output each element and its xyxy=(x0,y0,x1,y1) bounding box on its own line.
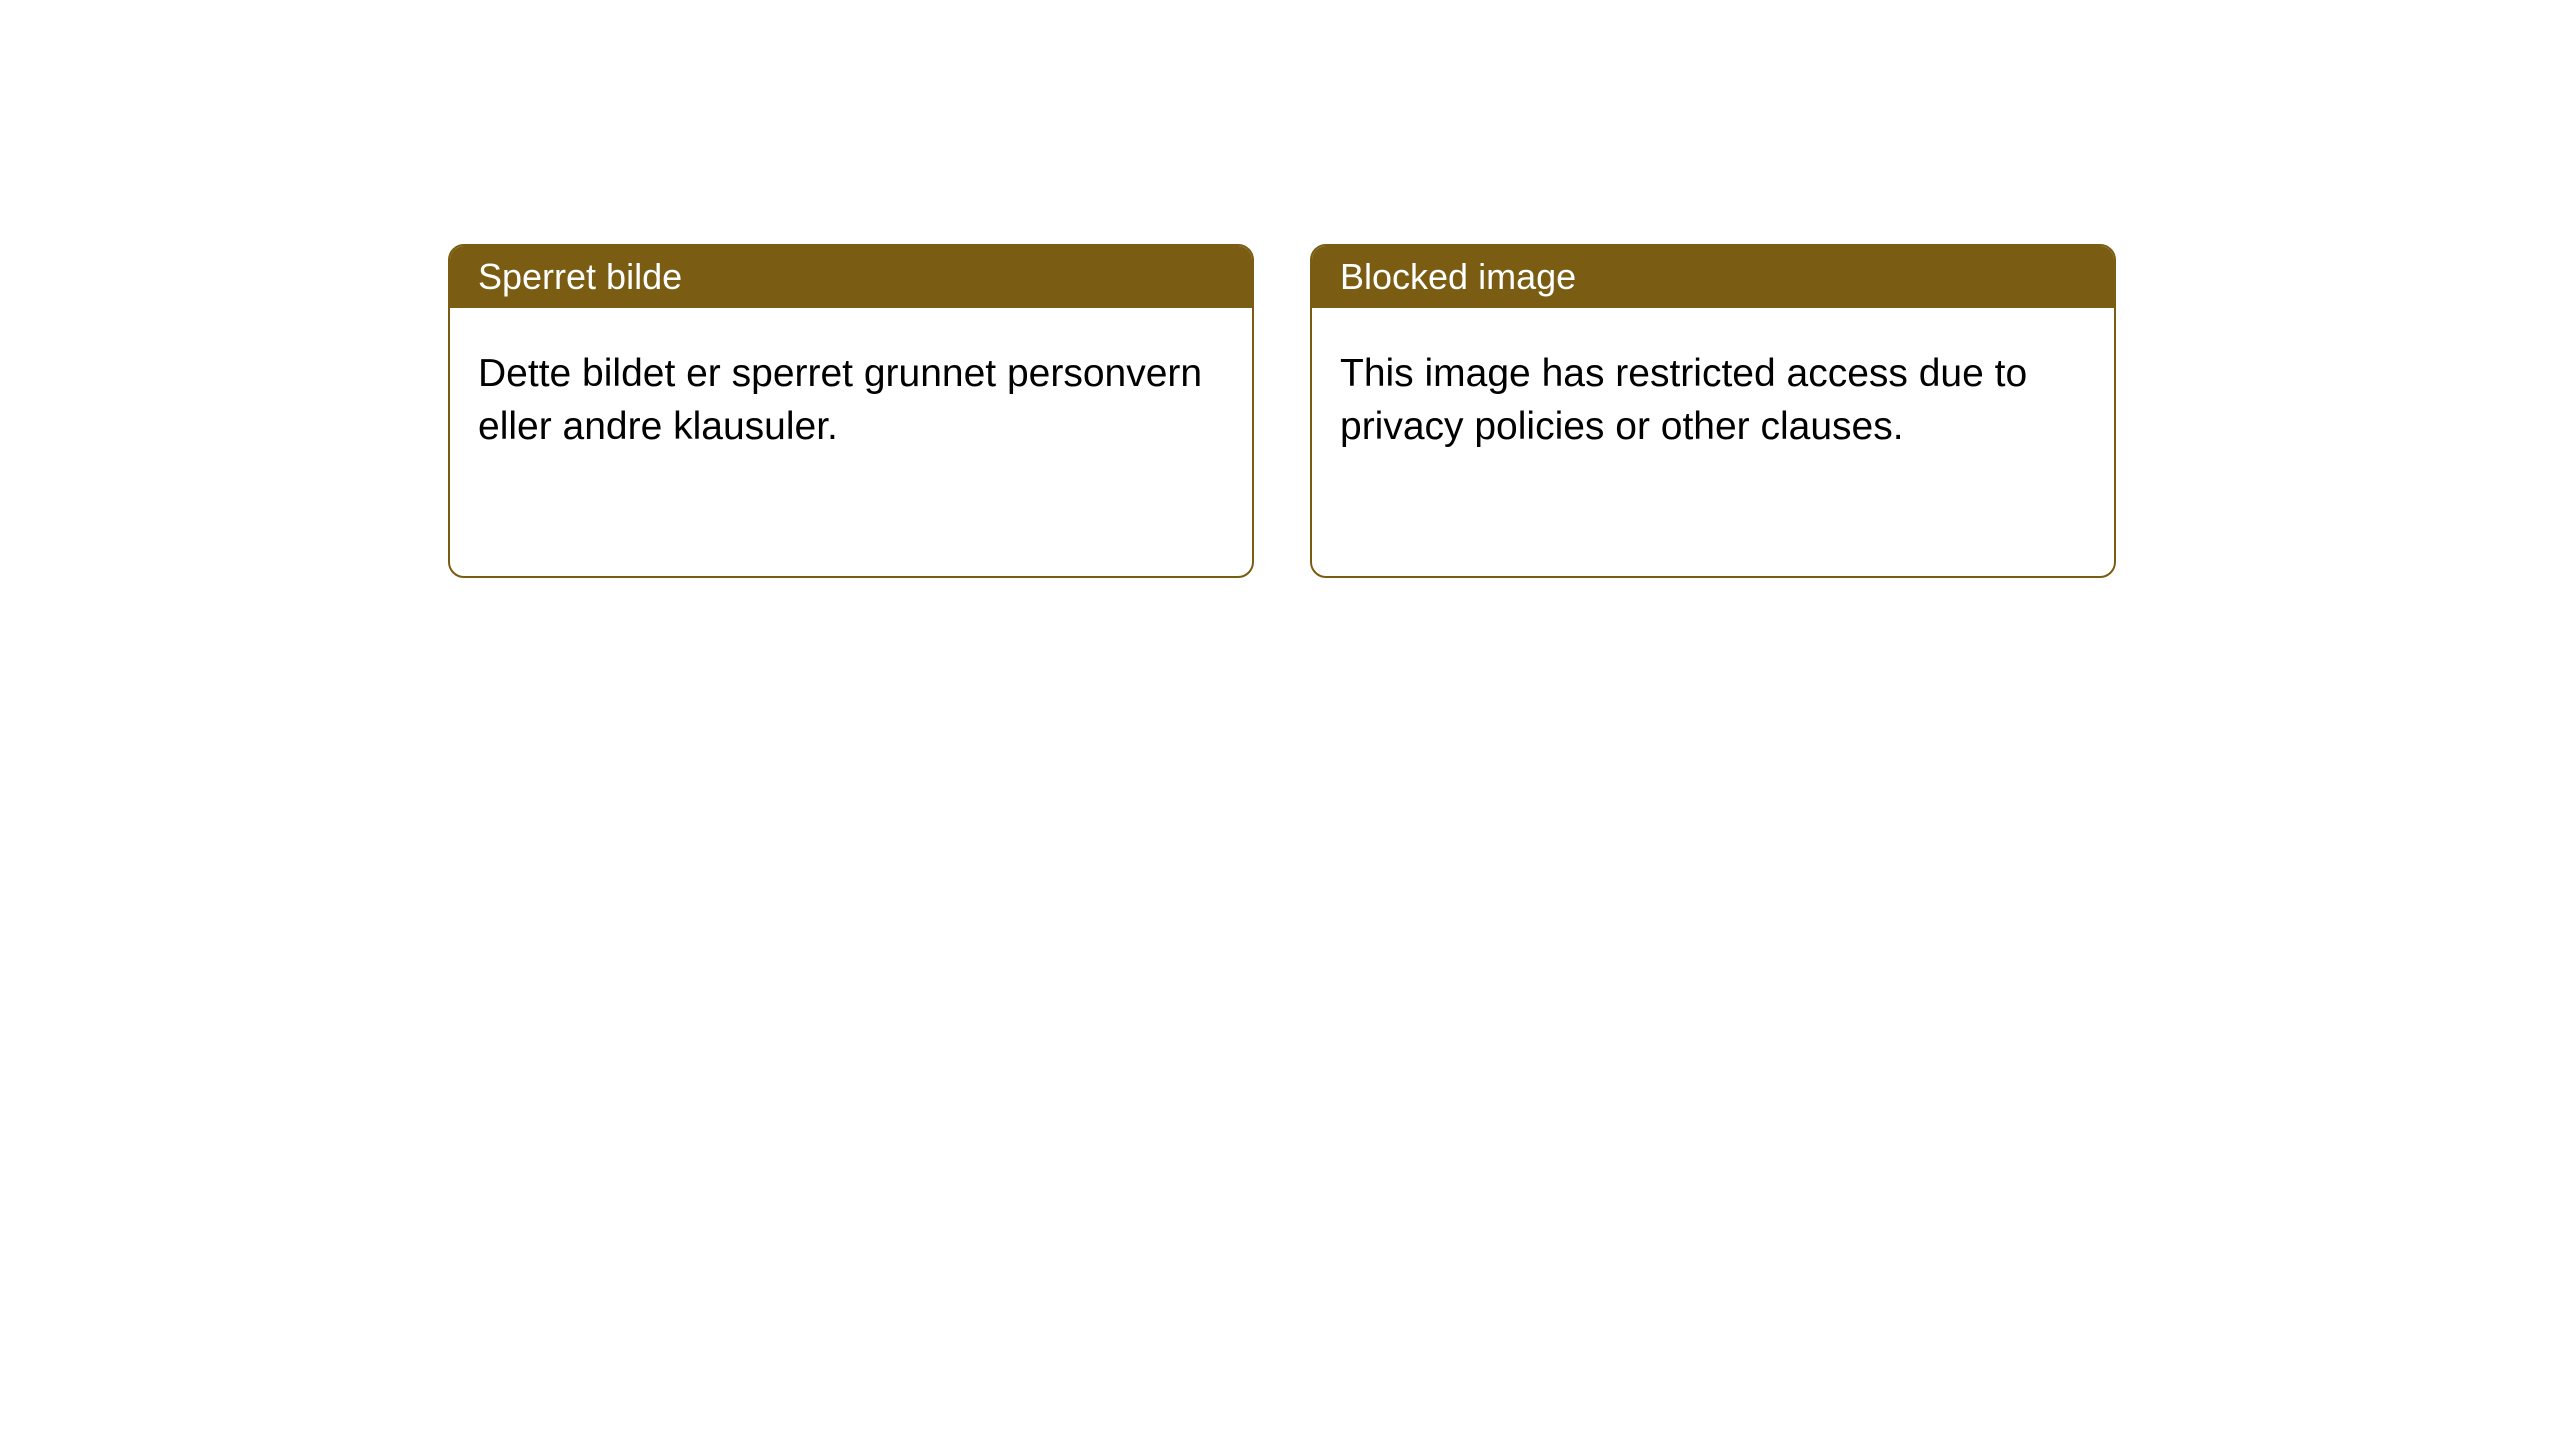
notice-body-text: This image has restricted access due to … xyxy=(1340,352,2027,448)
notice-header: Sperret bilde xyxy=(450,246,1252,308)
notice-card-norwegian: Sperret bilde Dette bildet er sperret gr… xyxy=(448,244,1254,578)
notice-body: Dette bildet er sperret grunnet personve… xyxy=(450,308,1252,493)
notice-header-text: Blocked image xyxy=(1340,256,1576,297)
notice-header-text: Sperret bilde xyxy=(478,256,682,297)
notice-container: Sperret bilde Dette bildet er sperret gr… xyxy=(448,244,2116,578)
notice-body-text: Dette bildet er sperret grunnet personve… xyxy=(478,352,1202,448)
notice-header: Blocked image xyxy=(1312,246,2114,308)
notice-body: This image has restricted access due to … xyxy=(1312,308,2114,493)
notice-card-english: Blocked image This image has restricted … xyxy=(1310,244,2116,578)
